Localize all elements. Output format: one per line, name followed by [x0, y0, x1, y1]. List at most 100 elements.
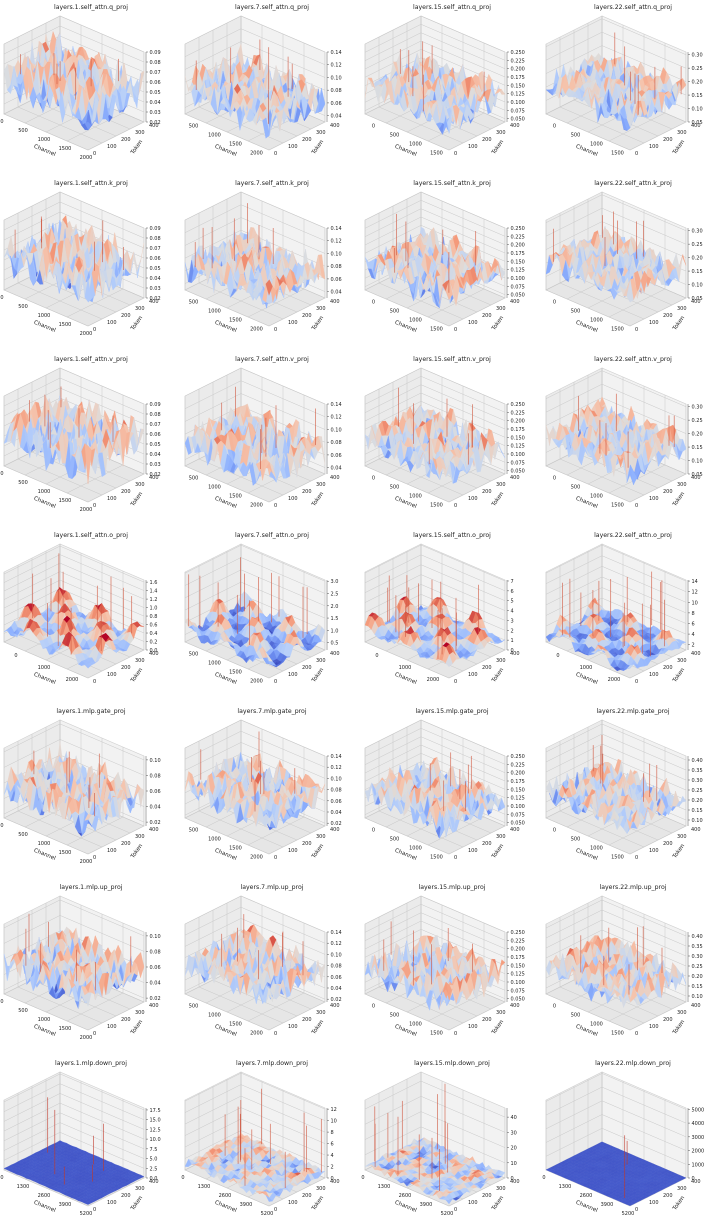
z-tick-label: 0.225 — [511, 234, 525, 240]
y-tick-label: 200 — [302, 137, 312, 143]
z-axis: 0.040.060.080.100.120.14 — [326, 226, 341, 298]
z-tick-label: 0.200 — [511, 419, 525, 425]
y-tick-label: 100 — [288, 144, 298, 150]
z-tick-label: 0.100 — [511, 100, 525, 106]
y-tick-label: 400 — [691, 123, 701, 129]
surface-cell — [109, 268, 117, 291]
x-tick-label: 0 — [372, 300, 375, 306]
y-tick-label: 400 — [330, 475, 340, 481]
z-tick-label: 0.225 — [511, 58, 525, 64]
x-tick-label: 0 — [552, 124, 555, 130]
x-tick-label: 1000 — [590, 318, 603, 324]
y-tick-label: 100 — [107, 496, 117, 502]
y-tick-label: 200 — [663, 137, 673, 143]
x-tick-label: 2000 — [250, 151, 263, 157]
x-tick-label: 1500 — [59, 322, 72, 328]
z-tick-label: 0.07 — [150, 70, 161, 76]
z-tick-label: 0.125 — [511, 268, 525, 274]
y-tick-label: 200 — [121, 137, 131, 143]
y-tick-label: 0 — [635, 327, 638, 333]
surface-cell — [84, 443, 92, 485]
z-tick-label: 0.08 — [150, 412, 161, 418]
y-tick-label: 0 — [274, 151, 277, 157]
y-tick-label: 200 — [121, 313, 131, 319]
y-axis-label: Token — [310, 315, 325, 333]
z-axis: 0.050.100.150.200.250.30 — [687, 52, 702, 126]
chart-title: layers.15.self_attn.v_proj — [413, 356, 491, 363]
x-axis-label: Channel — [33, 496, 57, 510]
x-tick-label: 1500 — [611, 151, 624, 157]
z-tick-label: 0.08 — [150, 60, 161, 66]
x-tick-label: 500 — [390, 133, 400, 139]
surface-mesh — [184, 386, 325, 486]
surface-cell — [65, 258, 73, 291]
x-tick-label: 2000 — [80, 507, 93, 513]
surface-mesh — [184, 203, 325, 309]
z-tick-label: 0.14 — [330, 226, 341, 232]
z-tick-label: 0.04 — [330, 466, 341, 472]
surface-cell — [210, 264, 218, 294]
x-tick-label: 1500 — [430, 327, 443, 333]
x-tick-label: 1000 — [38, 489, 51, 495]
z-tick-label: 0.04 — [150, 100, 161, 106]
y-tick-label: 100 — [288, 496, 298, 502]
z-tick-label: 0.200 — [511, 243, 525, 249]
surface-chart-8: layers.1.self_attn.v_proj0.020.030.040.0… — [0, 356, 161, 513]
z-tick-label: 0.200 — [511, 67, 525, 73]
z-tick-label: 0.20 — [691, 256, 702, 262]
y-tick-label: 100 — [468, 496, 478, 502]
x-tick-label: 1500 — [59, 498, 72, 504]
z-tick-label: 0.050 — [511, 293, 525, 299]
y-tick-label: 400 — [691, 299, 701, 305]
surface-chart-10: layers.15.self_attn.v_proj0.0500.0750.10… — [364, 356, 525, 510]
z-axis: 0.0500.0750.1000.1250.1500.1750.2000.225… — [506, 50, 525, 123]
x-tick-label: 500 — [18, 304, 28, 310]
chart-title: layers.1.self_attn.v_proj — [54, 356, 128, 363]
y-axis-label: Token — [491, 491, 506, 509]
y-tick-label: 100 — [107, 144, 117, 150]
y-tick-label: 0 — [274, 503, 277, 509]
z-tick-label: 0.03 — [150, 462, 161, 468]
y-tick-label: 100 — [468, 320, 478, 326]
y-tick-label: 400 — [149, 475, 159, 481]
z-tick-label: 0.150 — [511, 435, 525, 441]
chart-title: layers.7.self_attn.v_proj — [235, 356, 309, 363]
z-axis: 0.0500.0750.1000.1250.1500.1750.2000.225… — [506, 226, 525, 299]
y-tick-label: 100 — [288, 320, 298, 326]
gridlines — [364, 191, 506, 327]
x-tick-label: 1500 — [611, 327, 624, 333]
x-tick-label: 2000 — [250, 503, 263, 509]
z-tick-label: 0.04 — [150, 276, 161, 282]
surface-mesh — [184, 39, 325, 139]
x-tick-label: 1000 — [208, 485, 221, 491]
y-tick-label: 300 — [496, 482, 506, 488]
chart-title: layers.22.self_attn.v_proj — [594, 356, 672, 363]
z-tick-label: 0.250 — [511, 402, 525, 408]
y-tick-label: 300 — [496, 130, 506, 136]
z-tick-label: 0.075 — [511, 108, 525, 114]
z-tick-label: 0.05 — [150, 90, 161, 96]
z-tick-label: 0.03 — [150, 286, 161, 292]
chart-title: layers.15.self_attn.k_proj — [413, 180, 491, 187]
x-tick-label: 500 — [188, 300, 198, 306]
y-tick-label: 200 — [663, 313, 673, 319]
y-tick-label: 100 — [649, 320, 659, 326]
z-tick-label: 0.07 — [150, 246, 161, 252]
y-tick-label: 0 — [454, 327, 457, 333]
z-tick-label: 0.25 — [691, 242, 702, 248]
z-tick-label: 0.05 — [150, 266, 161, 272]
z-tick-label: 0.08 — [330, 88, 341, 94]
y-tick-label: 200 — [302, 489, 312, 495]
surface-cell — [52, 261, 60, 294]
x-tick-label: 0 — [0, 471, 3, 477]
y-axis-label: Token — [491, 315, 506, 333]
surface-mesh — [545, 211, 686, 303]
y-tick-label: 0 — [93, 151, 96, 157]
surface-cell — [626, 107, 634, 129]
z-tick-label: 0.250 — [511, 50, 525, 56]
z-tick-label: 0.02 — [150, 472, 161, 478]
z-tick-label: 0.25 — [691, 66, 702, 72]
surface-cell — [445, 115, 453, 134]
surface-cell — [416, 105, 424, 120]
